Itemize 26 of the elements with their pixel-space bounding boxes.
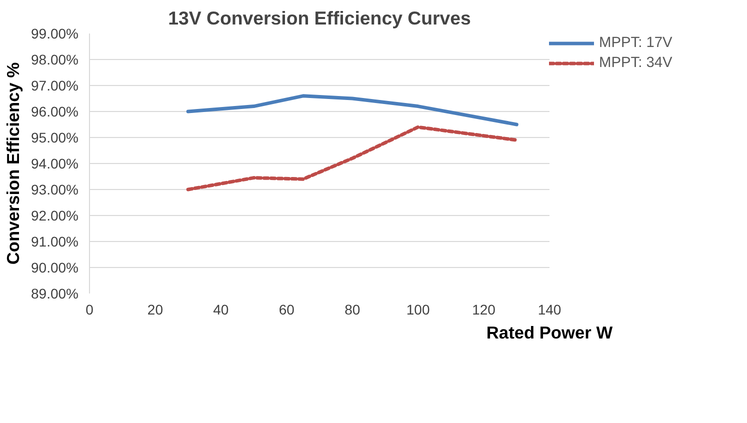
y-tick-label: 95.00% — [31, 130, 78, 146]
y-tick-label: 97.00% — [31, 78, 78, 94]
line-series — [186, 94, 518, 126]
x-axis-title: Rated Power W — [486, 322, 614, 342]
legend-label: MPPT: 34V — [599, 54, 672, 73]
y-tick-label: 89.00% — [31, 286, 78, 302]
x-tick-label: 20 — [147, 302, 164, 318]
x-tick-label: 80 — [344, 302, 360, 318]
y-tick-label: 94.00% — [31, 156, 78, 172]
x-tick-label: 140 — [538, 302, 562, 318]
x-tick-label: 60 — [278, 302, 295, 318]
y-tick-label: 91.00% — [31, 234, 78, 250]
y-tick-label: 96.00% — [31, 104, 78, 120]
x-tick-label: 100 — [406, 302, 430, 318]
legend-label: MPPT: 17V — [599, 34, 672, 53]
y-tick-label: 90.00% — [31, 260, 78, 276]
chart-title: 13V Conversion Efficiency Curves — [168, 8, 471, 28]
line-series — [186, 125, 518, 192]
y-tick-label: 93.00% — [31, 182, 78, 198]
y-axis-title: Conversion Efficiency % — [3, 62, 24, 265]
x-tick-label: 120 — [472, 302, 496, 318]
x-tick-label: 40 — [213, 302, 229, 318]
y-tick-label: 98.00% — [31, 52, 78, 68]
y-tick-label: 92.00% — [31, 208, 78, 224]
y-tick-label: 99.00% — [31, 26, 78, 42]
x-tick-label: 0 — [86, 302, 94, 318]
